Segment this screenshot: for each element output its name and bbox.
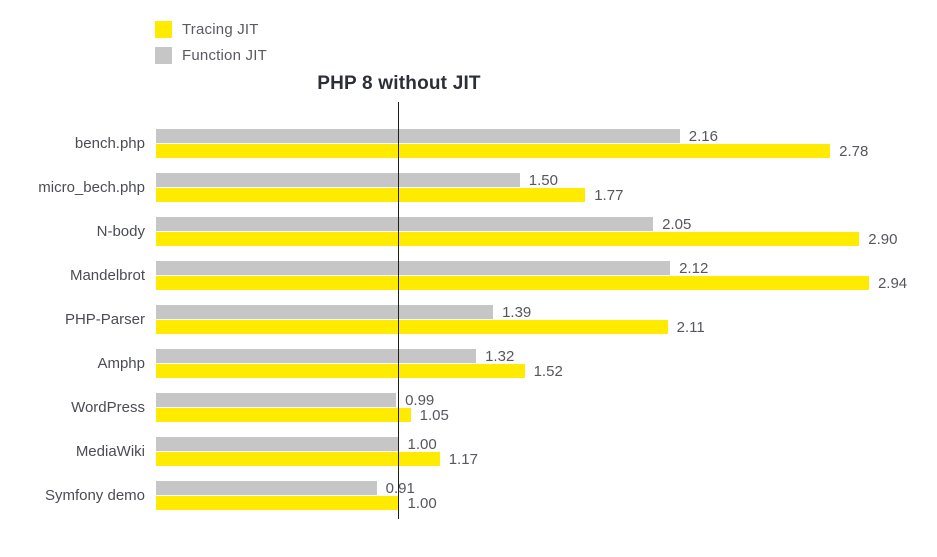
chart-row: Mandelbrot 2.12 2.94 [0, 254, 937, 298]
function-jit-bar [156, 393, 397, 407]
chart-row: MediaWiki 1.00 1.17 [0, 430, 937, 474]
category-label: micro_bech.php [38, 179, 145, 196]
function-jit-value-label: 1.50 [528, 172, 558, 189]
tracing-jit-bar [156, 320, 668, 334]
category-label: MediaWiki [75, 443, 145, 460]
tracing-jit-value-label: 2.94 [877, 275, 908, 292]
chart-row: WordPress 0.99 1.05 [0, 386, 937, 430]
tracing-jit-value-label: 1.52 [533, 363, 563, 380]
function-jit-value-label: 2.12 [679, 260, 709, 277]
tracing-jit-value-label: 2.90 [868, 231, 898, 248]
chart-row: Symfony demo 0.91 1.00 [0, 474, 937, 518]
function-jit-bar [156, 129, 680, 143]
legend-item-function-jit: Function JIT [155, 47, 267, 64]
legend-label-tracing-jit: Tracing JIT [182, 21, 259, 38]
legend-label-function-jit: Function JIT [182, 47, 267, 64]
tracing-jit-bar [156, 452, 440, 466]
function-jit-value-label: 2.16 [688, 128, 718, 145]
tracing-jit-bar [156, 144, 831, 158]
tracing-jit-swatch-icon [155, 21, 172, 38]
tracing-jit-bar [156, 276, 869, 290]
function-jit-bar [156, 437, 399, 451]
function-jit-value-label: 0.99 [405, 392, 435, 409]
function-jit-swatch-icon [155, 47, 172, 64]
function-jit-bar [156, 217, 654, 231]
legend: Tracing JIT Function JIT [155, 21, 267, 64]
chart-row: PHP-Parser 1.39 2.11 [0, 298, 937, 342]
category-label: N-body [96, 223, 145, 240]
function-jit-bar [156, 261, 671, 275]
category-label: Symfony demo [44, 487, 145, 504]
function-jit-value-label: 1.00 [407, 436, 437, 453]
tracing-jit-value-label: 2.78 [839, 143, 869, 160]
tracing-jit-value-label: 1.17 [448, 451, 478, 468]
function-jit-value-label: 0.91 [385, 480, 415, 497]
legend-item-tracing-jit: Tracing JIT [155, 21, 267, 38]
function-jit-value-label: 2.05 [662, 216, 692, 233]
function-jit-value-label: 1.39 [502, 304, 532, 321]
tracing-jit-value-label: 2.11 [676, 319, 705, 336]
tracing-jit-bar [156, 408, 411, 422]
function-jit-value-label: 1.32 [485, 348, 515, 365]
tracing-jit-bar [156, 364, 525, 378]
function-jit-bar [156, 349, 477, 363]
function-jit-bar [156, 481, 377, 495]
chart-row: N-body 2.05 2.90 [0, 210, 937, 254]
tracing-jit-bar [156, 232, 860, 246]
chart-row: bench.php 2.16 2.78 [0, 122, 937, 166]
function-jit-bar [156, 173, 520, 187]
chart-row: Amphp 1.32 1.52 [0, 342, 937, 386]
category-label: WordPress [71, 399, 145, 416]
reference-line [397, 102, 399, 519]
chart-rows: bench.php 2.16 2.78 micro_bech.php 1.50 … [0, 122, 937, 518]
tracing-jit-bar [156, 496, 399, 510]
tracing-jit-value-label: 1.77 [594, 187, 624, 204]
tracing-jit-bar [156, 188, 586, 202]
category-label: bench.php [74, 135, 145, 152]
category-label: Mandelbrot [69, 267, 145, 284]
function-jit-bar [156, 305, 494, 319]
reference-line-title: PHP 8 without JIT [317, 73, 481, 94]
category-label: PHP-Parser [64, 311, 145, 328]
tracing-jit-value-label: 1.05 [419, 407, 449, 424]
tracing-jit-value-label: 1.00 [407, 495, 437, 512]
chart-row: micro_bech.php 1.50 1.77 [0, 166, 937, 210]
category-label: Amphp [97, 355, 145, 372]
